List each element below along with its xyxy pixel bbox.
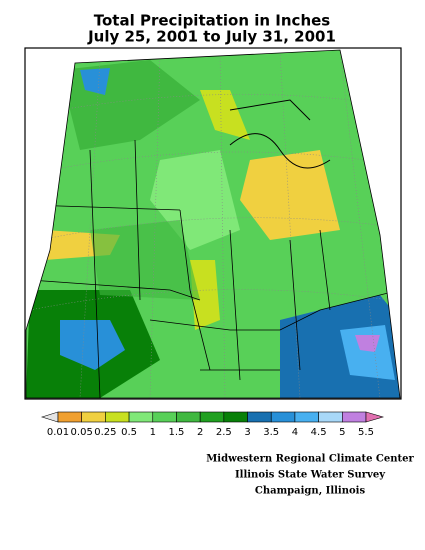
legend-swatch: [318, 411, 343, 423]
legend-label: 0.25: [94, 427, 116, 438]
legend-label: 4: [292, 427, 298, 438]
credit: Midwestern Regional Climate Center: [206, 454, 414, 465]
legend-label: 4.5: [311, 427, 327, 438]
legend-swatch: [199, 411, 225, 423]
legend-label: 3: [244, 427, 250, 438]
legend-label: 2.5: [216, 427, 232, 438]
legend-label: 2: [197, 427, 203, 438]
legend-swatch: [57, 411, 82, 423]
legend-swatch: [176, 411, 201, 423]
legend-label: 3.5: [263, 427, 279, 438]
subtitle: July 25, 2001 to July 31, 2001: [87, 28, 336, 46]
legend-swatch: [152, 411, 177, 423]
legend-label: 0.05: [71, 427, 93, 438]
legend-swatch: [81, 411, 106, 423]
legend-label: 1.5: [169, 427, 185, 438]
legend-arrow: [365, 411, 385, 423]
legend-swatch: [247, 411, 272, 423]
title: Total Precipitation in Inches: [94, 12, 331, 30]
color-legend: 0.01 0.05 0.25 0.5 1 1.5 2 2.5 3 3.5 4 4.5 5 5.5: [40, 411, 385, 438]
legend-label: 1: [150, 427, 156, 438]
legend-label: 5: [339, 427, 345, 438]
legend-label: 5.5: [358, 427, 374, 438]
credit: Illinois State Water Survey: [235, 470, 386, 481]
legend-label: 0.01: [47, 427, 69, 438]
legend-swatch: [105, 411, 130, 423]
legend-arrow: [40, 411, 59, 423]
legend-label: 0.5: [121, 427, 137, 438]
legend-swatch: [223, 411, 248, 423]
legend-swatch: [270, 411, 296, 423]
legend-swatch: [342, 411, 367, 423]
credit: Champaign, Illinois: [255, 486, 366, 497]
legend-swatch: [294, 411, 319, 423]
map: [24, 47, 402, 400]
legend-swatch: [128, 411, 154, 423]
